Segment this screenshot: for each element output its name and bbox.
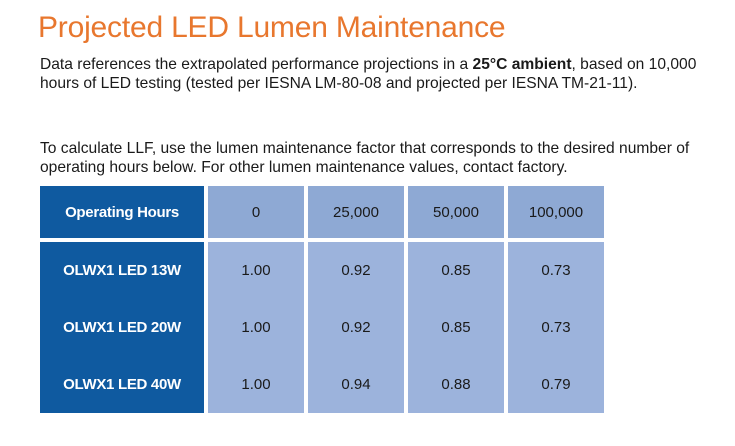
row-name-40w: OLWX1 LED 40W (63, 376, 181, 393)
table-cell: 1.00 (208, 299, 304, 356)
intro-text-bold: 25°C ambient (472, 56, 572, 73)
product-name-column (40, 242, 204, 413)
header-hours-25000: 25,000 (308, 186, 404, 238)
table-cell: 1.00 (208, 242, 304, 299)
header-hours-100000: 100,000 (508, 186, 604, 238)
table-cell: 0.94 (308, 356, 404, 413)
page-title: Projected LED Lumen Maintenance (38, 11, 506, 44)
table-cell: 1.00 (208, 356, 304, 413)
table-cell: 0.79 (508, 356, 604, 413)
header-hours-50000: 50,000 (408, 186, 504, 238)
intro-text-end: , based on 10,000 hours of LED testing (… (40, 56, 697, 92)
table-cell: 0.85 (408, 242, 504, 299)
row-name-13w: OLWX1 LED 13W (63, 262, 181, 279)
header-hours-0: 0 (208, 186, 304, 238)
row-name-20w: OLWX1 LED 20W (63, 319, 181, 336)
table-cell: 0.73 (508, 299, 604, 356)
intro-paragraph: Data references the extrapolated perform… (40, 55, 700, 93)
table-cell: 0.85 (408, 299, 504, 356)
header-operating-hours: Operating Hours (40, 186, 204, 238)
intro-text-start: Data references the extrapolated perform… (40, 56, 473, 73)
table-cell: 0.73 (508, 242, 604, 299)
table-cell: 0.88 (408, 356, 504, 413)
instruction-paragraph: To calculate LLF, use the lumen maintena… (40, 140, 690, 176)
lumen-maintenance-table: Operating Hours 0 25,000 50,000 100,000 … (40, 186, 604, 413)
table-cell: 0.92 (308, 299, 404, 356)
table-cell: 0.92 (308, 242, 404, 299)
